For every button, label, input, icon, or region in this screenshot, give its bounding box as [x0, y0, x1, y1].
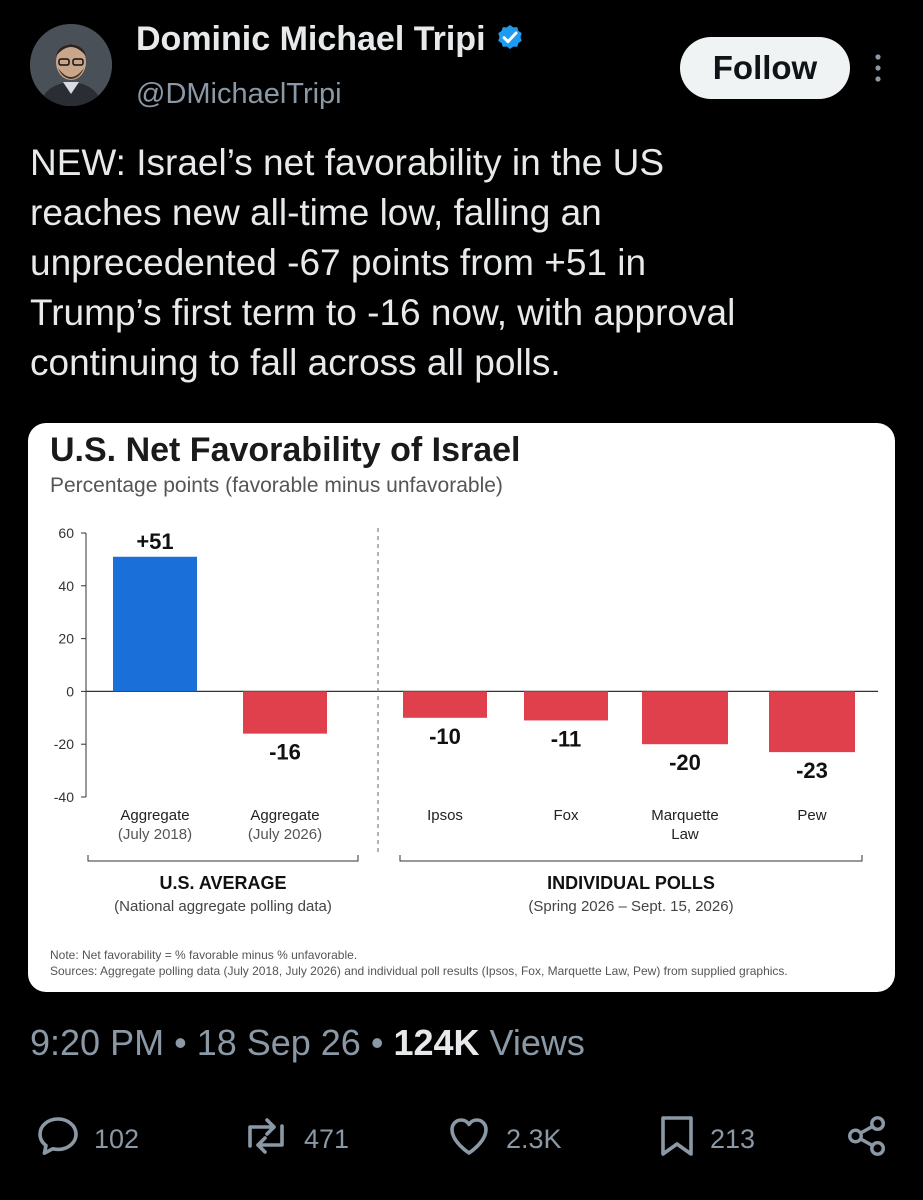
bookmark-count: 213: [710, 1124, 756, 1154]
category-label: (July 2026): [248, 826, 322, 843]
bar: [769, 691, 855, 753]
views-count: 124K: [393, 1022, 480, 1063]
group-title: U.S. AVERAGE: [159, 873, 286, 893]
tweet-line: Trump’s first term to -16 now, with appr…: [30, 292, 736, 333]
tweet-line: reaches new all-time low, falling an: [30, 192, 602, 233]
category-label: Law: [671, 826, 699, 843]
category-label: Ipsos: [427, 807, 463, 824]
category-label: Aggregate: [250, 807, 319, 824]
verified-badge-icon: [494, 21, 526, 62]
share-icon: [844, 1112, 902, 1167]
reply-button[interactable]: 102: [34, 1112, 139, 1167]
views-label: Views: [489, 1022, 585, 1063]
more-options-icon[interactable]: [868, 48, 888, 88]
repost-button[interactable]: 471: [240, 1112, 349, 1167]
share-button[interactable]: [844, 1112, 902, 1167]
author-handle[interactable]: @DMichaelTripi: [136, 78, 342, 110]
chart-subtitle: Percentage points (favorable minus unfav…: [50, 474, 503, 497]
bar-value-label: -20: [669, 750, 701, 775]
chart-title: U.S. Net Favorability of Israel: [50, 431, 521, 469]
bar: [403, 691, 487, 718]
bar: [642, 691, 728, 745]
y-tick-label: 40: [58, 578, 74, 594]
group-subtitle: (National aggregate polling data): [114, 898, 332, 915]
follow-button[interactable]: Follow: [680, 37, 850, 99]
bar: [524, 691, 608, 721]
y-tick-label: -20: [54, 736, 74, 752]
group-title: INDIVIDUAL POLLS: [547, 873, 715, 893]
like-count: 2.3K: [506, 1124, 562, 1154]
group-subtitle: (Spring 2026 – Sept. 15, 2026): [528, 898, 733, 915]
avatar-image: [30, 24, 112, 106]
y-tick-label: 20: [58, 631, 74, 647]
repost-icon: [240, 1112, 304, 1167]
bookmark-button[interactable]: 213: [656, 1112, 755, 1167]
author-name[interactable]: Dominic Michael Tripi: [136, 20, 526, 62]
category-label: Aggregate: [120, 807, 189, 824]
y-tick-label: 60: [58, 525, 74, 541]
tweet-line: unprecedented -67 points from +51 in: [30, 242, 647, 283]
chart-sources: Sources: Aggregate polling data (July 20…: [50, 964, 788, 978]
category-label: (July 2018): [118, 826, 192, 843]
tweet-time[interactable]: 9:20 PM: [30, 1022, 165, 1063]
reply-count: 102: [94, 1124, 140, 1154]
group-bracket: [399, 855, 863, 862]
tweet-meta: 9:20 PM • 18 Sep 26 • 124K Views: [30, 1022, 585, 1063]
category-label: Pew: [797, 807, 826, 824]
tweet-text: NEW: Israel’s net favorability in the US…: [30, 138, 900, 388]
bar: [113, 556, 197, 692]
tweet-line: NEW: Israel’s net favorability in the US: [30, 142, 665, 183]
heart-icon: [444, 1112, 506, 1167]
bar: [243, 691, 327, 734]
chart-image-card[interactable]: U.S. Net Favorability of Israel Percenta…: [28, 423, 895, 992]
group-bracket: [87, 855, 359, 862]
avatar[interactable]: [30, 24, 112, 106]
like-button[interactable]: 2.3K: [444, 1112, 562, 1167]
y-tick-label: 0: [66, 683, 74, 699]
repost-count: 471: [304, 1124, 350, 1154]
bar-value-label: +51: [136, 529, 173, 554]
tweet-line: continuing to fall across all polls.: [30, 342, 561, 383]
bar-value-label: -11: [551, 726, 582, 751]
bar-value-label: -10: [429, 724, 461, 749]
bar-value-label: -23: [796, 758, 828, 783]
bar-chart: 60 40 20 0 -20 -40 +51 Aggregate (July 2018) -16 A…: [54, 525, 878, 915]
author-name-text: Dominic Michael Tripi: [136, 20, 486, 58]
reply-icon: [34, 1112, 94, 1167]
category-label: Fox: [553, 807, 579, 824]
bar-value-label: -16: [269, 740, 301, 765]
tweet-date[interactable]: 18 Sep 26: [196, 1022, 361, 1063]
bookmark-icon: [656, 1112, 710, 1167]
category-label: Marquette: [651, 807, 719, 824]
y-tick-label: -40: [54, 789, 74, 805]
chart-note: Note: Net favorability = % favorable min…: [50, 948, 358, 962]
